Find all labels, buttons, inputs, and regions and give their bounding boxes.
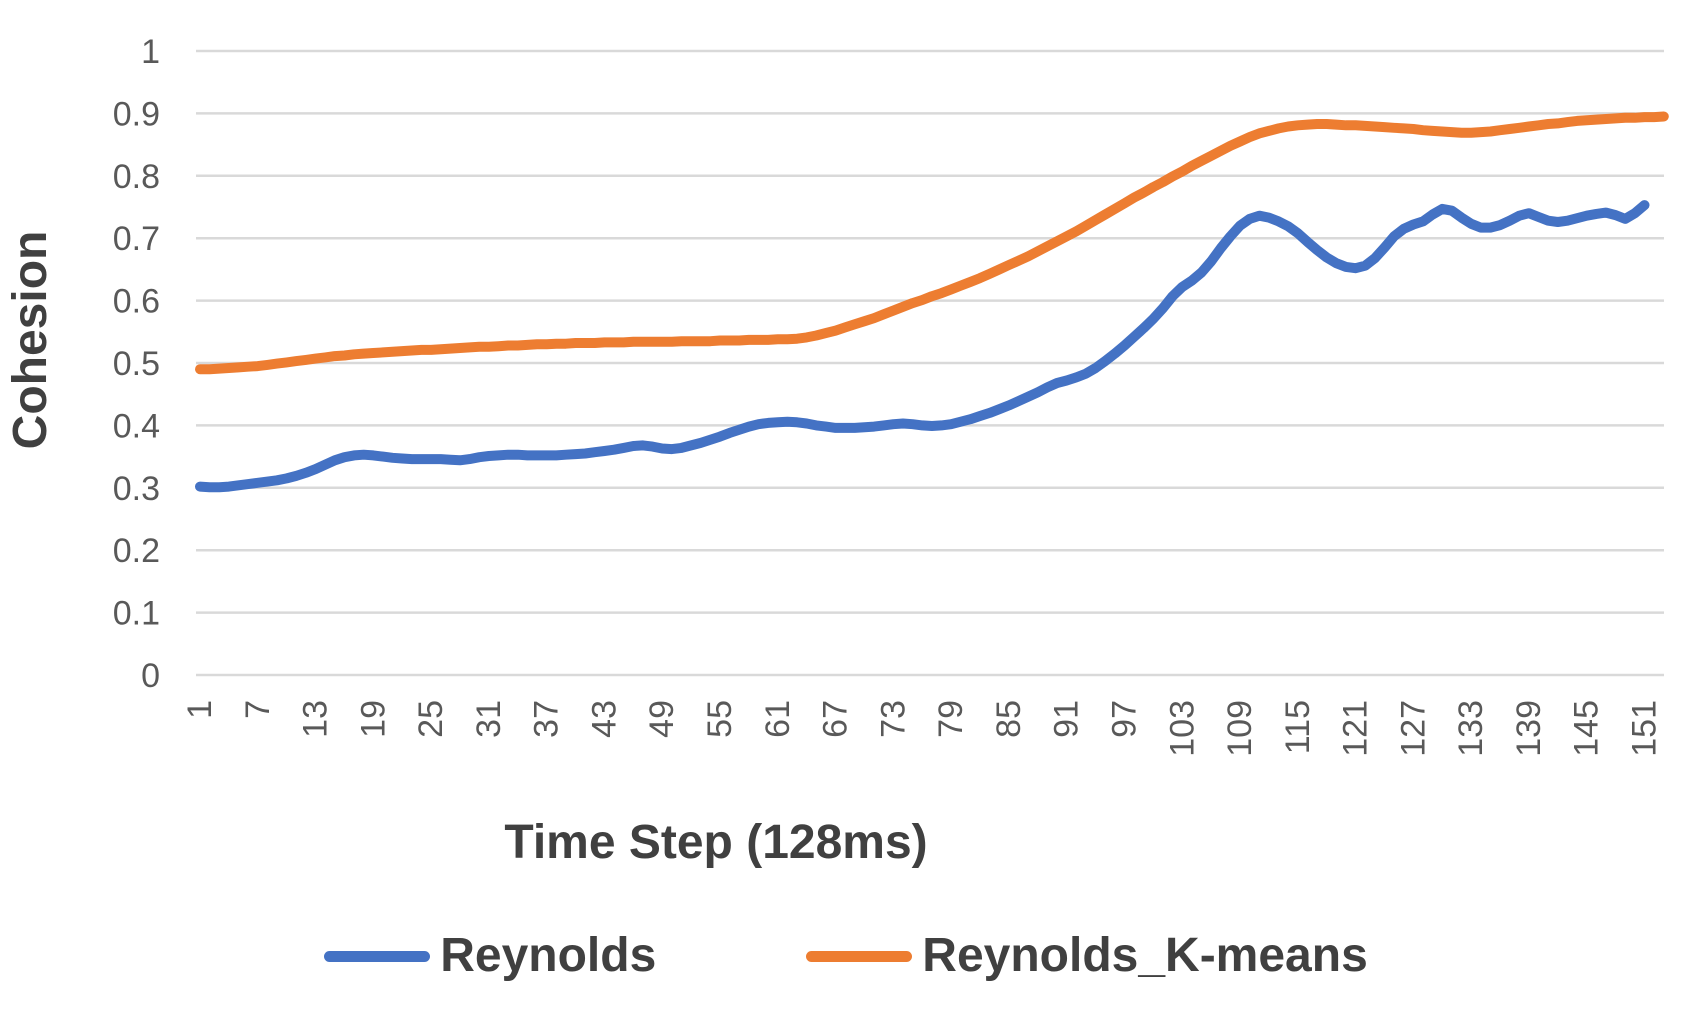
x-tick-label: 55 (701, 700, 739, 738)
x-tick-label: 61 (759, 700, 797, 738)
x-tick-label: 85 (990, 700, 1028, 738)
x-tick-label: 115 (1279, 700, 1317, 754)
x-tick-label: 73 (874, 700, 912, 738)
y-axis-tick-labels: 0 0.1 0.2 0.3 0.4 0.5 0.6 0.7 0.8 0.9 1 (113, 33, 160, 695)
x-tick-label: 7 (239, 700, 277, 719)
gridlines (196, 49, 1664, 677)
x-tick-label: 139 (1510, 700, 1548, 757)
chart-legend: Reynolds Reynolds_K-means (0, 932, 1692, 980)
legend-label-reynolds-k-means: Reynolds_K-means (922, 929, 1368, 982)
legend-swatch-reynolds (324, 950, 431, 962)
x-axis-tick-labels: 1 7 13 19 25 31 37 43 49 55 61 67 73 79 85 91 97 103 109 11… (181, 700, 1664, 757)
x-tick-label: 121 (1337, 700, 1375, 757)
x-tick-label: 43 (585, 700, 623, 738)
plot-area: 0 0.1 0.2 0.3 0.4 0.5 0.6 0.7 0.8 0.9 1 1 7 13 19 25 31… (4, 33, 1669, 869)
y-tick-label: 0.3 (113, 470, 160, 508)
x-tick-label: 25 (412, 700, 450, 738)
x-tick-label: 31 (470, 700, 508, 738)
legend-swatch-reynolds-k-means (806, 950, 913, 962)
y-tick-label: 0.9 (113, 95, 160, 133)
legend-item-reynolds-k-means: Reynolds_K-means (806, 929, 1368, 982)
x-tick-label: 145 (1568, 700, 1606, 757)
x-tick-label: 109 (1221, 700, 1259, 757)
x-tick-label: 103 (1163, 700, 1201, 757)
x-axis-title: Time Step (128ms) (504, 816, 927, 869)
y-tick-label: 0 (141, 657, 160, 695)
series-line-reynolds (195, 200, 1650, 493)
y-tick-label: 0.7 (113, 220, 160, 258)
y-tick-label: 0.2 (113, 532, 160, 570)
y-tick-label: 0.1 (113, 595, 160, 633)
y-tick-label: 0.6 (113, 283, 160, 321)
x-tick-label: 19 (354, 700, 392, 738)
x-tick-label: 1 (181, 700, 219, 719)
x-tick-label: 133 (1452, 700, 1490, 757)
y-tick-label: 1 (141, 33, 160, 71)
series-lines (195, 111, 1669, 493)
y-tick-label: 0.4 (113, 407, 160, 445)
x-tick-label: 127 (1394, 700, 1432, 757)
y-axis-title: Cohesion (4, 231, 57, 450)
legend-label-reynolds: Reynolds (440, 929, 657, 982)
x-tick-label: 91 (1048, 700, 1086, 738)
x-tick-label: 67 (817, 700, 855, 738)
x-tick-label: 49 (643, 700, 681, 738)
series-line-reynolds-k-means (195, 111, 1669, 375)
y-tick-label: 0.5 (113, 345, 160, 383)
x-tick-label: 79 (932, 700, 970, 738)
x-tick-label: 13 (297, 700, 335, 738)
x-tick-label: 151 (1626, 700, 1664, 757)
x-tick-label: 97 (1105, 700, 1143, 738)
y-tick-label: 0.8 (113, 158, 160, 196)
legend-item-reynolds: Reynolds (324, 932, 656, 980)
x-tick-label: 37 (528, 700, 566, 738)
